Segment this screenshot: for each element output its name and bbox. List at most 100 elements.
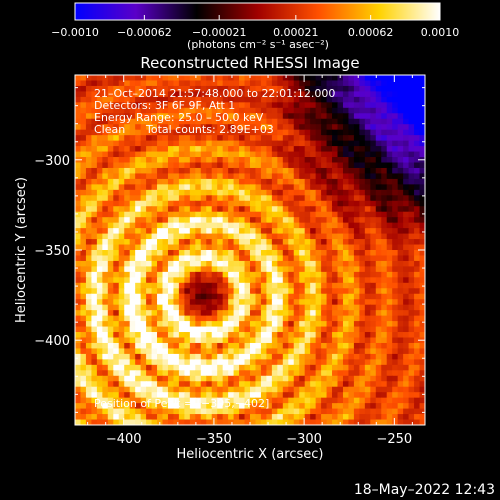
heatmap-cell xyxy=(392,85,399,93)
heatmap-cell xyxy=(107,260,114,268)
heatmap-cell xyxy=(304,80,311,87)
heatmap-cell xyxy=(189,321,196,328)
heatmap-cell xyxy=(381,113,388,120)
heatmap-cell xyxy=(304,282,311,289)
heatmap-cell xyxy=(113,239,120,246)
heatmap-cell xyxy=(310,75,317,82)
heatmap-cell xyxy=(397,299,404,306)
heatmap-cell xyxy=(293,244,300,251)
heatmap-cell xyxy=(91,146,98,153)
heatmap-cell xyxy=(326,403,333,410)
heatmap-cell xyxy=(75,118,82,125)
heatmap-cell xyxy=(233,271,240,278)
heatmap-cell xyxy=(321,419,328,425)
heatmap-cell xyxy=(102,342,109,350)
heatmap-cell xyxy=(140,118,147,125)
heatmap-cell xyxy=(129,102,136,109)
heatmap-cell xyxy=(140,408,147,415)
heatmap-cell xyxy=(102,118,109,125)
heatmap-cell xyxy=(178,304,185,311)
heatmap-cell xyxy=(277,162,284,169)
heatmap-cell xyxy=(353,381,360,388)
heatmap-cell xyxy=(195,129,202,136)
heatmap-cell xyxy=(326,381,333,388)
heatmap-cell xyxy=(239,124,246,131)
heatmap-cell xyxy=(299,217,306,224)
heatmap-cell xyxy=(75,414,82,421)
heatmap-cell xyxy=(233,107,240,114)
heatmap-cell xyxy=(91,282,98,289)
heatmap-cell xyxy=(359,299,366,306)
heatmap-cell xyxy=(414,217,421,224)
heatmap-cell xyxy=(260,282,268,289)
heatmap-cell xyxy=(271,408,278,415)
heatmap-cell xyxy=(129,255,136,262)
heatmap-cell xyxy=(85,178,93,185)
heatmap-cell xyxy=(282,217,289,224)
heatmap-cell xyxy=(157,233,164,240)
heatmap-cell xyxy=(408,206,415,213)
heatmap-cell xyxy=(403,386,410,393)
heatmap-cell xyxy=(140,353,147,360)
heatmap-cell xyxy=(184,375,191,382)
heatmap-cell xyxy=(102,222,109,229)
heatmap-cell xyxy=(348,403,355,410)
heatmap-cell xyxy=(91,381,98,388)
heatmap-cell xyxy=(217,293,224,300)
heatmap-cell xyxy=(282,392,289,399)
heatmap-cell xyxy=(102,200,109,207)
heatmap-cell xyxy=(293,315,300,322)
heatmap-cell xyxy=(310,239,317,246)
heatmap-cell xyxy=(228,228,235,235)
heatmap-cell xyxy=(195,233,202,240)
heatmap-cell xyxy=(337,244,344,251)
heatmap-cell xyxy=(184,310,191,317)
heatmap-cell xyxy=(299,271,306,278)
heatmap-cell xyxy=(173,408,180,415)
heatmap-cell xyxy=(260,206,268,213)
heatmap-cell xyxy=(375,102,382,109)
heatmap-cell xyxy=(250,206,257,213)
heatmap-cell xyxy=(157,239,164,246)
heatmap-cell xyxy=(135,381,142,388)
heatmap-cell xyxy=(124,173,131,180)
heatmap-cell xyxy=(337,162,344,169)
heatmap-cell xyxy=(370,310,377,317)
heatmap-cell xyxy=(189,364,196,371)
heatmap-cell xyxy=(244,233,251,240)
heatmap-cell xyxy=(244,102,251,109)
heatmap-cell xyxy=(288,113,295,120)
heatmap-cell xyxy=(315,195,322,202)
heatmap-cell xyxy=(146,332,153,339)
heatmap-cell xyxy=(353,299,360,306)
heatmap-cell xyxy=(200,321,207,328)
heatmap-cell xyxy=(118,359,125,366)
heatmap-cell xyxy=(359,129,366,136)
heatmap-cell xyxy=(397,189,404,196)
heatmap-cell xyxy=(228,397,235,404)
heatmap-cell xyxy=(266,140,273,147)
heatmap-cell xyxy=(337,304,344,311)
heatmap-cell xyxy=(178,80,185,87)
heatmap-cell xyxy=(403,96,410,103)
heatmap-cell xyxy=(75,370,82,377)
heatmap-cell xyxy=(370,260,377,268)
heatmap-cell xyxy=(217,337,224,344)
heatmap-cell xyxy=(255,222,262,229)
heatmap-cell xyxy=(299,124,306,131)
heatmap-cell xyxy=(173,217,180,224)
heatmap-cell xyxy=(189,151,196,158)
heatmap-cell xyxy=(255,381,262,388)
heatmap-cell xyxy=(375,85,382,93)
heatmap-cell xyxy=(85,414,93,421)
heatmap-cell xyxy=(375,113,382,120)
heatmap-cell xyxy=(370,91,377,98)
heatmap-cell xyxy=(277,244,284,251)
heatmap-cell xyxy=(146,288,153,295)
heatmap-cell xyxy=(189,386,196,393)
heatmap-cell xyxy=(217,321,224,328)
heatmap-cell xyxy=(277,408,284,415)
heatmap-cell xyxy=(96,315,103,322)
heatmap-cell xyxy=(310,260,317,268)
heatmap-cell xyxy=(96,113,103,120)
